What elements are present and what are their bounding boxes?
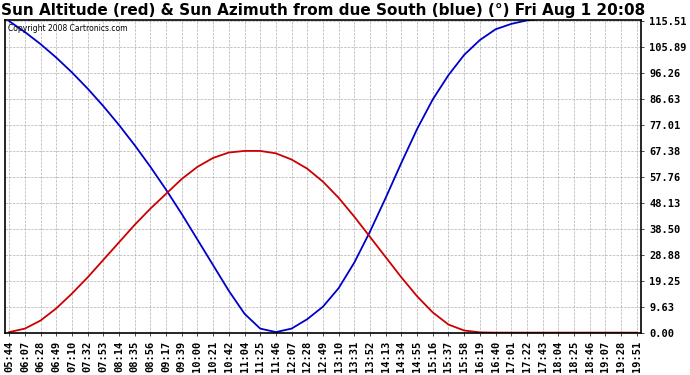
Title: Sun Altitude (red) & Sun Azimuth from due South (blue) (°) Fri Aug 1 20:08: Sun Altitude (red) & Sun Azimuth from du…	[1, 3, 645, 18]
Text: Copyright 2008 Cartronics.com: Copyright 2008 Cartronics.com	[8, 24, 127, 33]
